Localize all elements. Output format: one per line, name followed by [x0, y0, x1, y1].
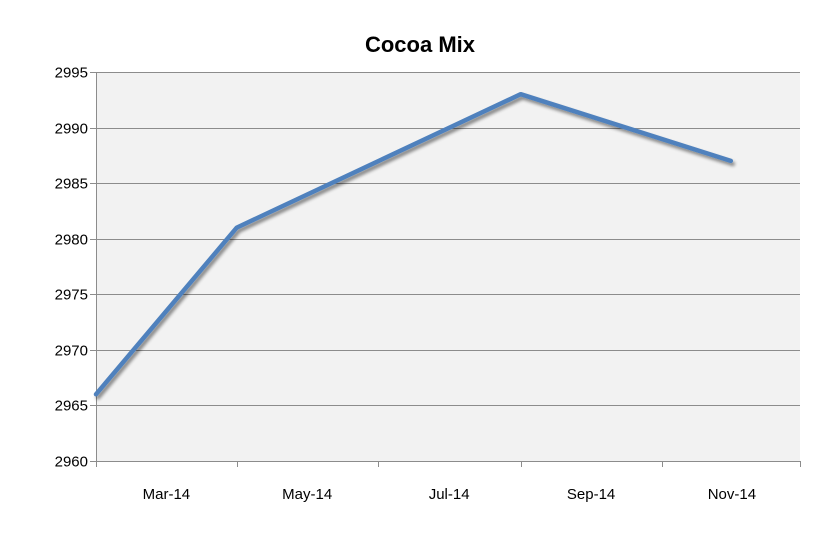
x-axis-tick-labels: Mar-14 May-14 Jul-14 Sep-14 Nov-14	[143, 486, 756, 503]
x-tick-label: Sep-14	[567, 486, 615, 503]
x-tick-label: Mar-14	[143, 486, 191, 503]
y-tick-label: 2965	[55, 398, 88, 415]
y-tick-label: 2985	[55, 176, 88, 193]
y-tick-label: 2960	[55, 454, 88, 471]
x-tick-label: May-14	[282, 486, 332, 503]
y-tick-label: 2990	[55, 121, 88, 138]
y-tick-label: 2980	[55, 232, 88, 249]
y-tick-label: 2975	[55, 287, 88, 304]
y-axis-tick-labels: 2960 2965 2970 2975 2980 2985 2990 2995	[55, 65, 88, 471]
x-tick-label: Jul-14	[429, 486, 470, 503]
chart-title: Cocoa Mix	[365, 32, 476, 57]
y-tick-label: 2995	[55, 65, 88, 82]
x-tick-label: Nov-14	[708, 486, 756, 503]
y-tick-label: 2970	[55, 343, 88, 360]
